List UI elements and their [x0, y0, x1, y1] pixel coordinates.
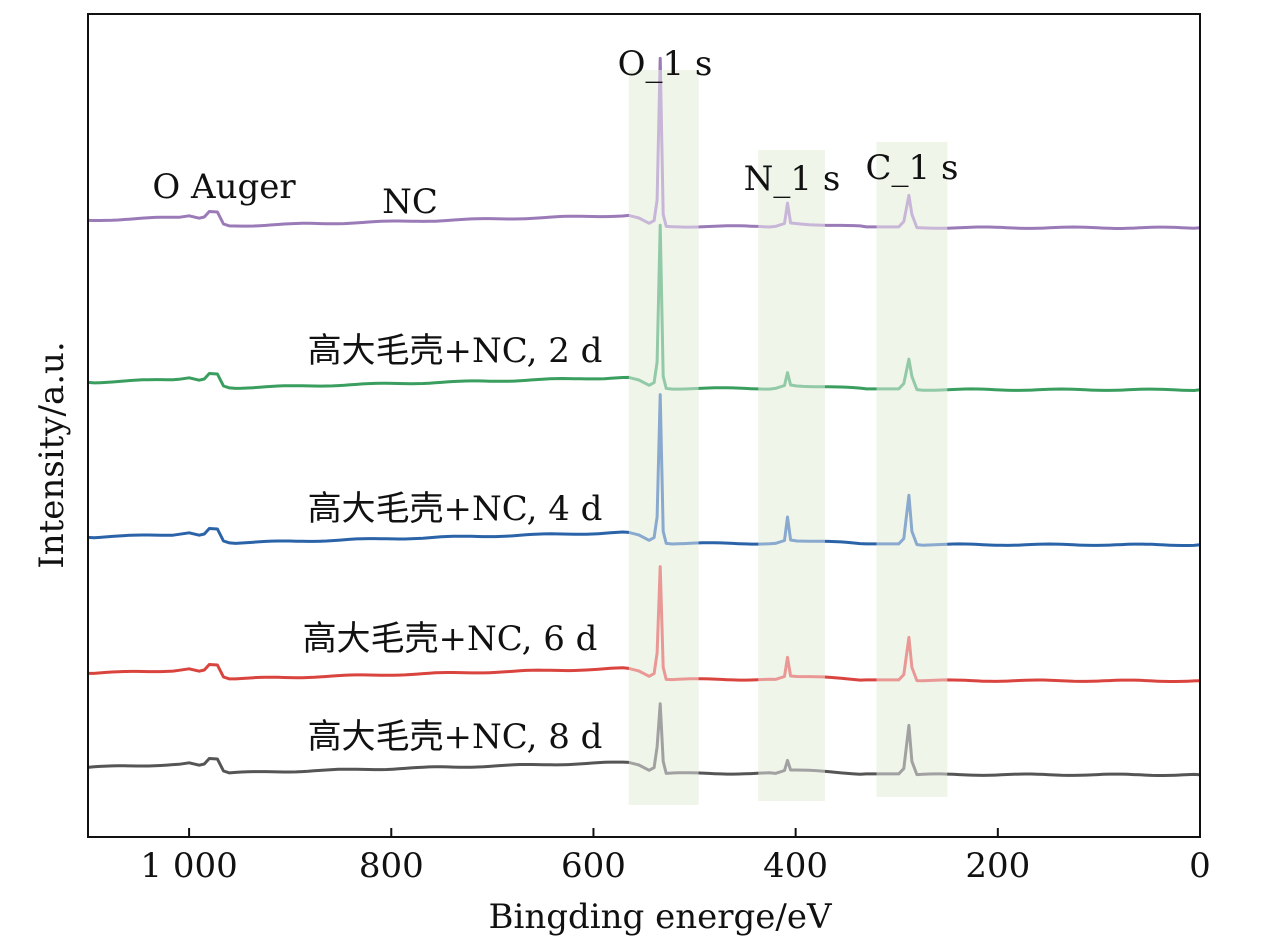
- annotation-label: NC: [382, 182, 438, 222]
- x-axis-title: Bingding energe/eV: [488, 897, 832, 937]
- band-overlay: [876, 142, 948, 797]
- series-line: [87, 393, 1201, 547]
- band-overlays: [628, 70, 948, 805]
- series-label: 高大毛壳+NC, 4 d: [308, 489, 603, 529]
- x-axis-ticks: 1 000 800 600 400 200 0: [140, 828, 1211, 886]
- y-axis-title: Intensity/a.u.: [32, 341, 72, 568]
- series-label: 高大毛壳+NC, 2 d: [308, 331, 603, 371]
- x-tick-label: 0: [1189, 846, 1211, 886]
- band-overlay: [758, 150, 825, 801]
- plot-frame: [87, 13, 1201, 838]
- peak-label: O_1 s: [618, 44, 713, 84]
- series-line: [87, 223, 1201, 392]
- peak-label: N_1 s: [744, 159, 841, 199]
- x-tick-label: 600: [561, 846, 626, 886]
- chart-labels: O_1 s N_1 s C_1 s O Auger NC 高大毛壳+NC, 2 d 高大毛壳…: [152, 44, 958, 757]
- band-overlay: [628, 70, 699, 805]
- peak-label: C_1 s: [866, 148, 959, 188]
- x-tick-label: 400: [763, 846, 828, 886]
- x-tick-label: 800: [359, 846, 424, 886]
- annotation-label: O Auger: [152, 167, 296, 207]
- series-label: 高大毛壳+NC, 8 d: [308, 717, 603, 757]
- spectra: [87, 56, 1201, 777]
- series-line: [88, 565, 1201, 683]
- highlight-band: [758, 150, 825, 801]
- series-line: [87, 56, 1201, 230]
- highlight-band: [876, 142, 948, 797]
- x-tick-label: 1 000: [140, 846, 237, 886]
- series-label: 高大毛壳+NC, 6 d: [303, 619, 598, 659]
- x-tick-label: 200: [965, 846, 1030, 886]
- series-line: [87, 702, 1201, 777]
